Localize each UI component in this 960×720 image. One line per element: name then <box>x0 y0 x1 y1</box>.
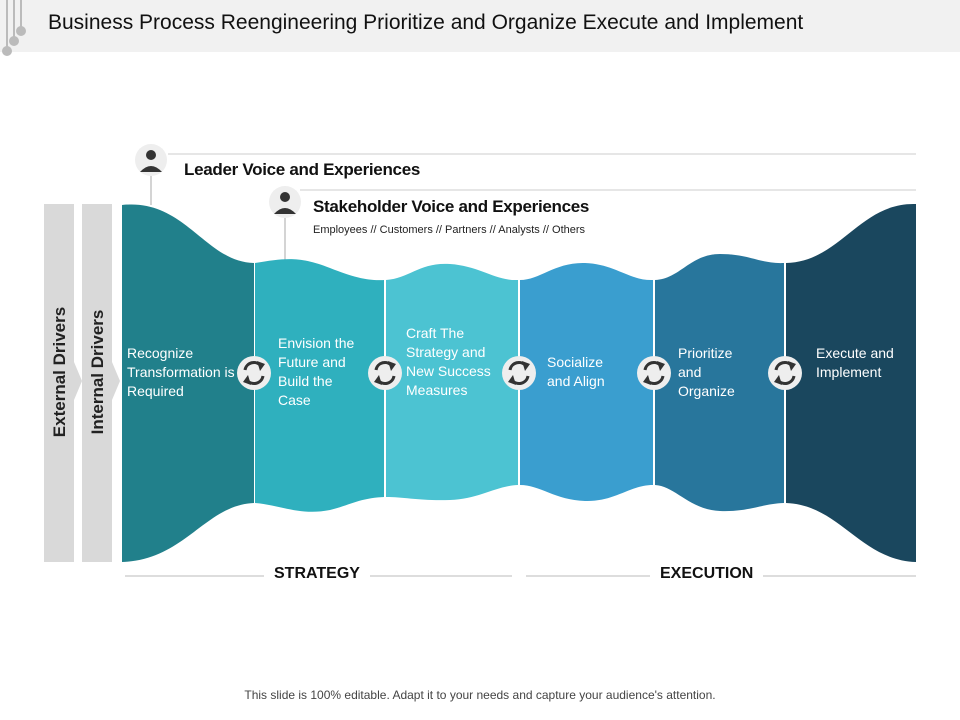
step-shape-3 <box>386 263 518 501</box>
internal-drivers-bar <box>82 204 120 562</box>
step-label-6: Execute and Implement <box>816 345 894 380</box>
step-label-1: Recognize Transformation is Required <box>127 345 235 399</box>
stakeholder-voice-title: Stakeholder Voice and Experiences <box>313 197 590 216</box>
refresh-icon <box>237 356 271 390</box>
footer-note: This slide is 100% editable. Adapt it to… <box>244 688 716 702</box>
refresh-icon <box>637 356 671 390</box>
step-shape-5 <box>655 254 784 512</box>
page-title: Business Process Reengineering Prioritiz… <box>48 11 804 34</box>
step-shape-6 <box>786 203 916 562</box>
decorative-pins-icon <box>2 0 26 56</box>
step-shape-4 <box>520 262 653 502</box>
leader-voice-title: Leader Voice and Experiences <box>184 160 421 179</box>
header-bar <box>0 0 960 52</box>
step-label-5: Prioritize and Organize <box>678 345 735 399</box>
refresh-icon <box>502 356 536 390</box>
refresh-icon <box>368 356 402 390</box>
execution-label: EXECUTION <box>650 565 764 583</box>
step-label-2: Envision the Future and Build the Case <box>278 335 355 408</box>
internal-drivers-label: Internal Drivers <box>88 309 107 435</box>
step-label-3: Craft The Strategy and New Success Measu… <box>406 325 491 398</box>
external-drivers-label: External Drivers <box>50 306 69 438</box>
external-drivers-bar <box>44 204 82 562</box>
stakeholder-groups: Employees // Customers // Partners // An… <box>313 224 586 236</box>
refresh-icon <box>768 356 802 390</box>
step-shape-2 <box>255 259 384 512</box>
leader-avatar-icon <box>135 144 167 176</box>
strategy-label: STRATEGY <box>264 565 370 583</box>
stakeholder-avatar-icon <box>269 186 301 218</box>
step-shape-1 <box>122 204 254 563</box>
step-label-4: Socialize and Align <box>547 354 605 389</box>
